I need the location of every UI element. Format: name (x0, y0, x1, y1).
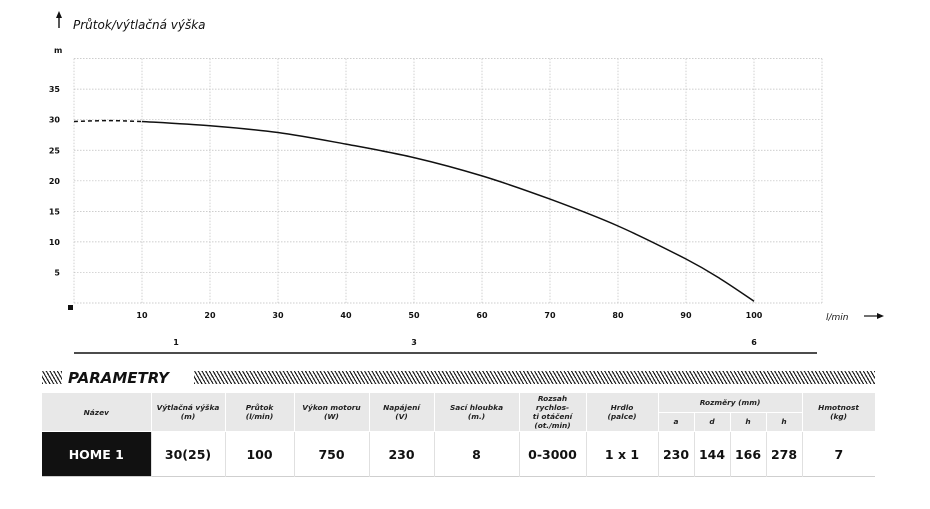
chart-ticks: 5 10 15 20 25 30 35 10 20 30 40 50 60 70 80 90 100 (49, 85, 763, 320)
curve-dashed-segment (73, 119, 143, 123)
header-voltage: Napájení (V) (369, 393, 435, 432)
cell-weight: 7 (834, 446, 844, 462)
x-tick-label: 20 (204, 311, 216, 320)
cell-power: 750 (294, 431, 370, 477)
x-tick-label: 30 (272, 311, 284, 320)
secondary-tick-label: 6 (751, 338, 757, 347)
chart-axes: Průtok/výtlačná výška m l/min (54, 11, 884, 354)
curve-solid-segment (141, 120, 755, 302)
parameters-title: PARAMETRY (68, 369, 169, 387)
y-tick-label: 35 (49, 85, 61, 94)
secondary-axis-ticks: 1 3 6 (173, 338, 757, 347)
x-tick-label: 60 (476, 311, 488, 320)
header-dim-d: d (694, 412, 731, 433)
y-axis-arrowhead (56, 11, 62, 18)
chart-grid (73, 58, 823, 304)
cell-head: 30(25) (151, 431, 226, 477)
x-tick-label: 80 (612, 311, 624, 320)
cell-dim-d: 144 (694, 431, 731, 477)
header-head: Výtlačná výška (m) (151, 393, 226, 432)
origin-marker (68, 305, 73, 310)
cell-dim-h2: 278 (766, 431, 803, 477)
cell-suction: 8 (434, 431, 520, 477)
x-tick-label: 50 (408, 311, 420, 320)
header-weight: Hmotnost (kg) (802, 393, 876, 432)
secondary-tick-label: 3 (411, 338, 417, 347)
chart-curves (73, 119, 755, 302)
parameters-table: Název Výtlačná výška (m) Průtok (l/min) Vý… (42, 393, 876, 477)
header-dim-h2: h (766, 412, 803, 433)
secondary-tick-label: 1 (173, 338, 179, 347)
y-axis-unit: m (54, 46, 62, 55)
hatch-left (42, 371, 62, 384)
cell-outlet: 1 x 1 (586, 431, 659, 477)
cell-voltage: 230 (369, 431, 435, 477)
cell-speed: 0-3000 (519, 431, 587, 477)
cell-dim-a: 230 (658, 431, 695, 477)
y-tick-label: 10 (49, 238, 61, 247)
y-tick-label: 20 (49, 177, 61, 186)
hatch-right (194, 371, 875, 384)
y-tick-label: 15 (49, 207, 61, 216)
header-name: Název (42, 393, 152, 432)
table-row: HOME 1 30(25) 100 750 230 8 0-3000 1 x 1… (42, 431, 876, 477)
header-dimensions: Rozměry (mm) (658, 393, 803, 413)
header-dim-a: a (658, 412, 695, 433)
header-speed: Rozsah rychlos-ti otáčení (ot./min) (519, 393, 587, 432)
parameters-header-band: PARAMETRY (42, 369, 875, 387)
cell-name: HOME 1 (42, 431, 152, 477)
x-tick-label: 40 (340, 311, 352, 320)
chart-title: Průtok/výtlačná výška (73, 18, 206, 32)
header-power: Výkon motoru (W) (294, 393, 370, 432)
header-flow: Průtok (l/min) (225, 393, 295, 432)
x-axis-arrowhead (877, 313, 884, 319)
y-tick-label: 25 (49, 146, 61, 155)
x-axis-unit: l/min (826, 313, 849, 323)
x-tick-label: 10 (136, 311, 148, 320)
header-suction: Sací hloubka (m.) (434, 393, 520, 432)
header-outlet: Hrdlo (palce) (586, 393, 659, 432)
pump-curve-chart: Průtok/výtlačná výška m l/min 5 10 15 20 25 3… (49, 11, 884, 354)
header-dim-h1: h (730, 412, 767, 433)
y-tick-label: 30 (49, 116, 61, 125)
x-tick-label: 70 (544, 311, 556, 320)
y-tick-label: 5 (54, 268, 60, 277)
x-tick-label: 90 (680, 311, 692, 320)
cell-dim-h1: 166 (730, 431, 767, 477)
x-tick-label: 100 (746, 311, 763, 320)
cell-flow: 100 (225, 431, 295, 477)
